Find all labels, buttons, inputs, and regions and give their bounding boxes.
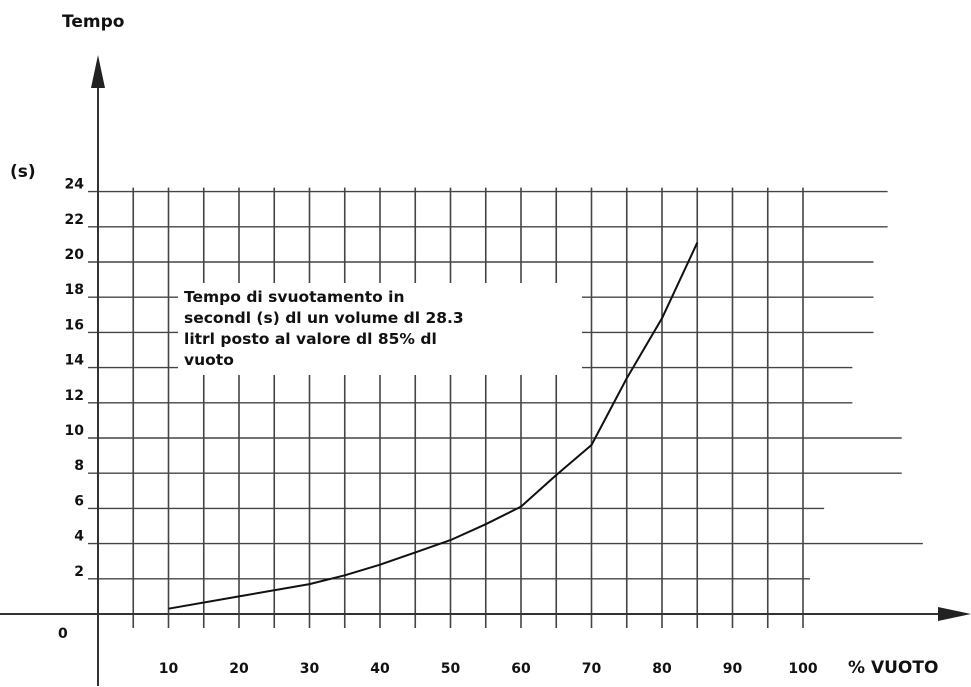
y-axis-arrow: [91, 55, 105, 88]
series-line: [168, 242, 699, 610]
x-tick-label: 50: [441, 661, 461, 677]
x-tick-label: 90: [723, 661, 743, 677]
x-tick-label: 20: [229, 661, 249, 677]
chart-annotation: Tempo di svuotamento in secondl (s) dl u…: [178, 283, 582, 375]
y-tick-label: 4: [74, 529, 84, 545]
y-tick-label: 22: [65, 212, 84, 228]
x-axis-arrow: [938, 607, 971, 621]
y-axis-unit: (s): [10, 162, 36, 182]
y-tick-label: 18: [65, 282, 84, 298]
axes: [0, 55, 971, 686]
x-tick-label: 40: [370, 661, 390, 677]
y-tick-label: 8: [74, 458, 84, 474]
y-tick-label: 16: [65, 317, 84, 333]
y-tick-label: 24: [65, 177, 85, 193]
y-tick-label: 12: [65, 388, 84, 404]
y-tick-label: 14: [65, 353, 85, 369]
x-tick-label: 100: [788, 661, 817, 677]
origin-label: 0: [58, 626, 68, 642]
x-axis-title: % VUOTO: [848, 658, 938, 678]
y-axis-title: Tempo: [62, 12, 124, 32]
x-tick-label: 30: [300, 661, 320, 677]
y-tick-label: 20: [65, 247, 85, 263]
y-tick-label: 6: [74, 493, 84, 509]
y-tick-label: 2: [74, 564, 84, 580]
y-tick-label: 10: [65, 423, 85, 439]
x-tick-label: 70: [582, 661, 602, 677]
x-tick-label: 80: [652, 661, 672, 677]
grid: [88, 187, 923, 628]
series-group: [168, 242, 699, 610]
x-tick-labels: 10 20 30 40 50 60 70 80 90 100: [159, 661, 818, 677]
x-tick-label: 60: [511, 661, 531, 677]
x-tick-label: 10: [159, 661, 179, 677]
